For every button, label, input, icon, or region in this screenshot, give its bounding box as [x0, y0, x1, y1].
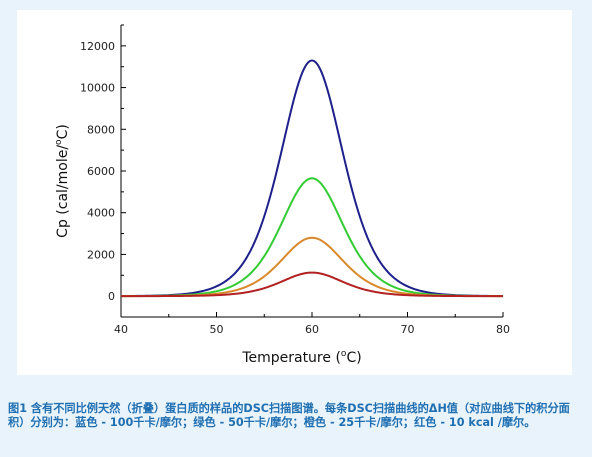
x-tick-label-3: 70	[401, 323, 415, 336]
figure-caption: 图1 含有不同比例天然（折叠）蛋白质的样品的DSC扫描图谱。每条DSC扫描曲线的…	[8, 402, 570, 429]
dsc-chart: 0 2000 4000 6000 8000 10000 12000 40 50 60 70 80 Tem…	[54, 24, 510, 366]
x-tick-label-0: 40	[114, 323, 128, 336]
y-tick-label-5: 10000	[80, 82, 115, 95]
y-axis-title: Cp (cal/mole/oC)	[54, 124, 71, 238]
series-line-2	[120, 236, 504, 298]
y-tick-label-3: 6000	[87, 165, 115, 178]
x-axis-title: Temperature (oC)	[241, 349, 361, 366]
x-tick-label-1: 50	[210, 323, 224, 336]
y-tick-label-6: 12000	[80, 40, 115, 53]
x-tick-label-4: 80	[496, 323, 510, 336]
y-tick-label-1: 2000	[87, 248, 115, 261]
y-tick-label-2: 4000	[87, 207, 115, 220]
series-line-3	[121, 271, 503, 298]
y-tick-label-4: 8000	[87, 123, 115, 136]
plot-panel: 0 2000 4000 6000 8000 10000 12000 40 50 60 70 80 Tem…	[17, 10, 572, 375]
series-line-0	[120, 59, 504, 298]
y-tick-label-0: 0	[108, 290, 115, 303]
x-tick-label-2: 60	[305, 323, 319, 336]
